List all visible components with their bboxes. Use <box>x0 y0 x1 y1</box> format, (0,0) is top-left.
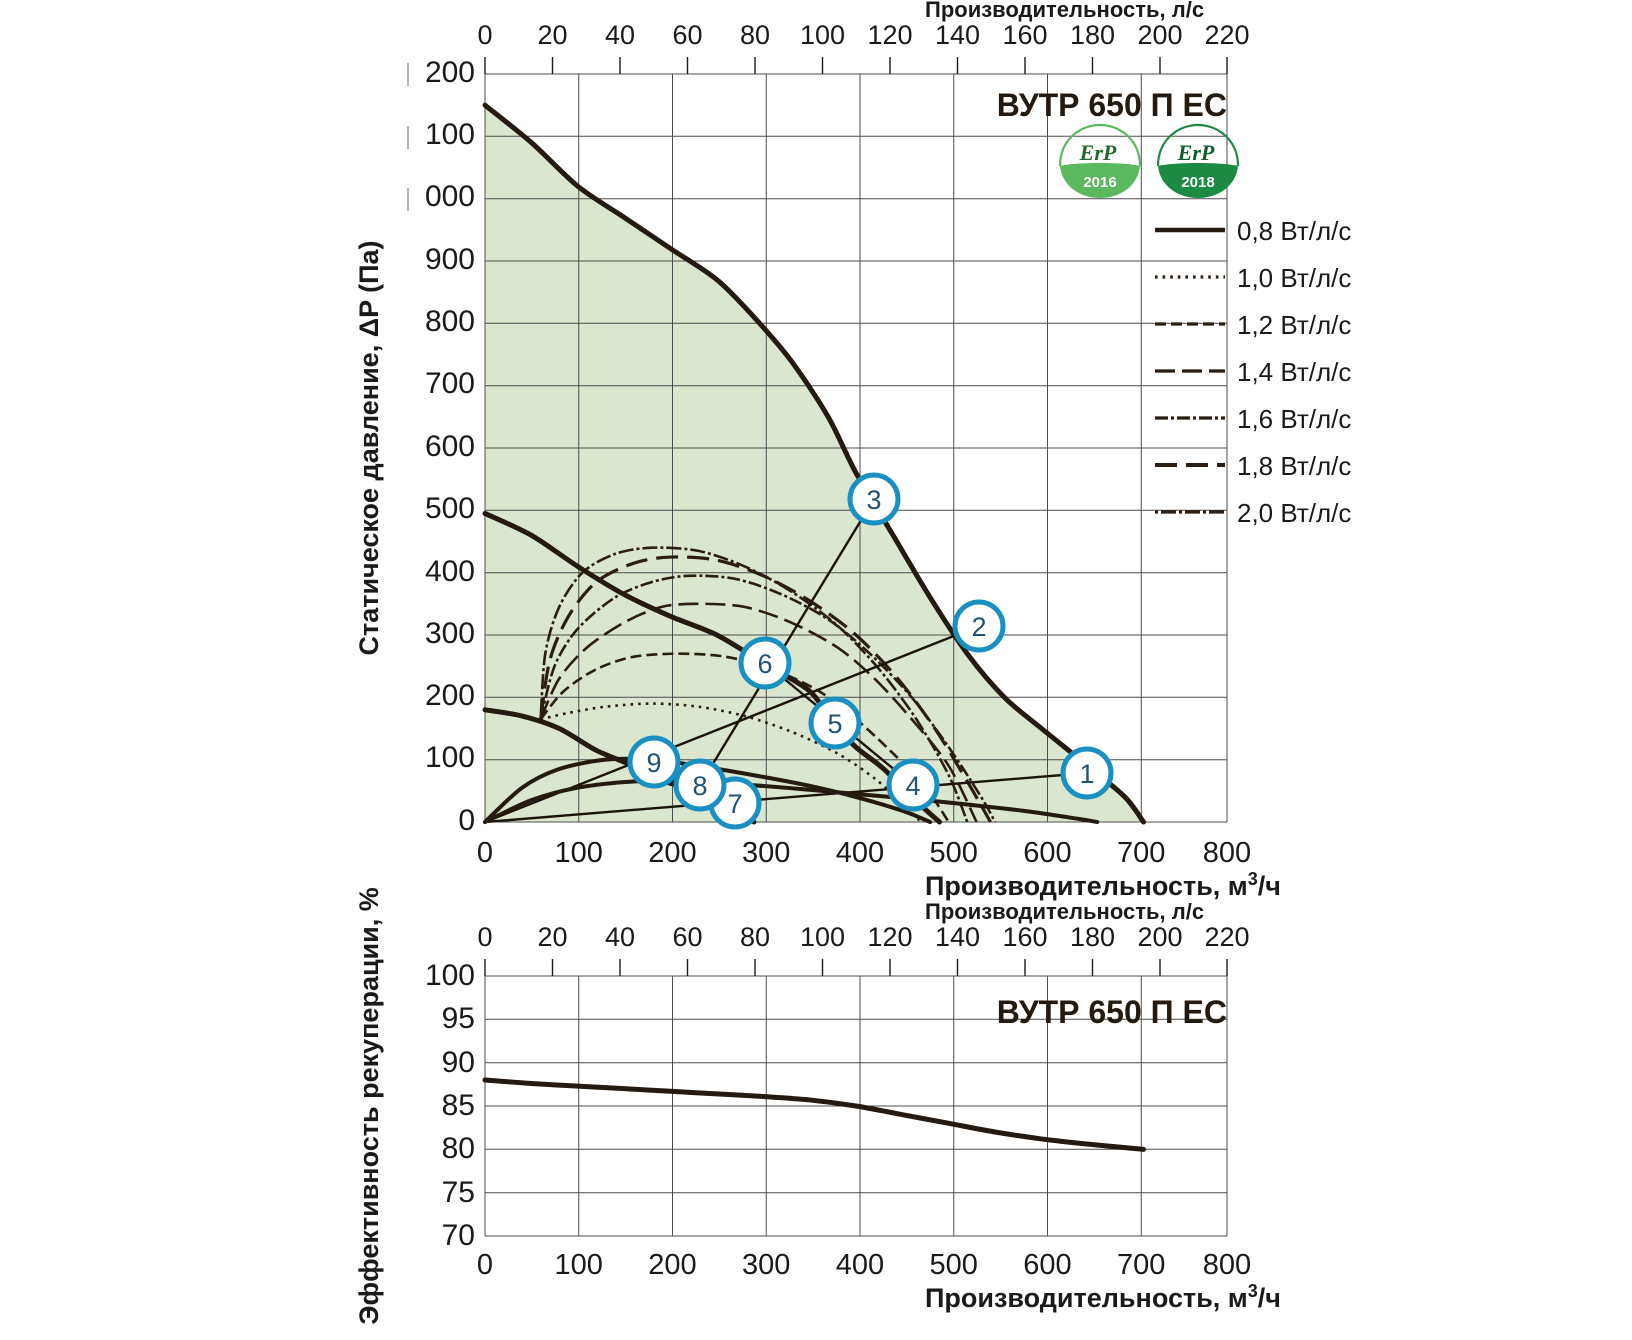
svg-text:000: 000 <box>425 180 475 213</box>
svg-text:1,2 Вт/л/с: 1,2 Вт/л/с <box>1237 310 1351 340</box>
svg-text:120: 120 <box>867 922 912 952</box>
svg-text:8: 8 <box>692 771 707 801</box>
svg-text:85: 85 <box>442 1089 475 1122</box>
svg-text:20: 20 <box>537 20 567 50</box>
svg-text:5: 5 <box>827 709 842 739</box>
svg-text:600: 600 <box>1023 1249 1071 1281</box>
svg-text:60: 60 <box>672 20 702 50</box>
svg-text:Производительность, л/с: Производительность, л/с <box>925 899 1204 924</box>
svg-text:160: 160 <box>1002 20 1047 50</box>
svg-text:1: 1 <box>1079 759 1094 789</box>
svg-text:200: 200 <box>648 1249 696 1281</box>
svg-text:600: 600 <box>425 430 475 463</box>
svg-text:Производительность, м3/ч: Производительность, м3/ч <box>925 1281 1281 1313</box>
svg-text:100: 100 <box>425 118 475 151</box>
svg-text:ErP: ErP <box>1177 140 1215 165</box>
svg-text:200: 200 <box>648 837 696 869</box>
svg-text:100: 100 <box>425 959 475 992</box>
svg-text:20: 20 <box>537 922 567 952</box>
svg-text:220: 220 <box>1204 20 1249 50</box>
svg-text:180: 180 <box>1070 922 1115 952</box>
svg-text:500: 500 <box>930 837 978 869</box>
svg-text:7: 7 <box>727 789 742 819</box>
svg-text:100: 100 <box>800 20 845 50</box>
svg-text:100: 100 <box>800 922 845 952</box>
svg-text:1,6 Вт/л/с: 1,6 Вт/л/с <box>1237 404 1351 434</box>
svg-text:100: 100 <box>555 1249 603 1281</box>
svg-text:300: 300 <box>742 1249 790 1281</box>
svg-text:200: 200 <box>1137 922 1182 952</box>
svg-text:180: 180 <box>1070 20 1115 50</box>
svg-text:0: 0 <box>477 922 492 952</box>
svg-text:400: 400 <box>836 837 884 869</box>
svg-text:2018: 2018 <box>1181 174 1214 191</box>
svg-text:80: 80 <box>442 1132 475 1165</box>
svg-text:0: 0 <box>477 1249 493 1281</box>
svg-text:140: 140 <box>935 922 980 952</box>
svg-text:Эффективность рекуперации, %: Эффективность рекуперации, % <box>354 887 384 1325</box>
svg-text:0: 0 <box>458 804 475 837</box>
svg-text:40: 40 <box>605 20 635 50</box>
svg-text:0: 0 <box>477 20 492 50</box>
svg-text:220: 220 <box>1204 922 1249 952</box>
svg-text:ВУТР 650 П ЕС: ВУТР 650 П ЕС <box>997 994 1227 1030</box>
svg-text:3: 3 <box>866 485 881 515</box>
svg-text:2016: 2016 <box>1083 174 1116 191</box>
svg-text:40: 40 <box>605 922 635 952</box>
svg-text:1,4 Вт/л/с: 1,4 Вт/л/с <box>1237 357 1351 387</box>
svg-text:70: 70 <box>442 1219 475 1252</box>
svg-text:500: 500 <box>425 492 475 525</box>
svg-text:120: 120 <box>867 20 912 50</box>
svg-text:0,8 Вт/л/с: 0,8 Вт/л/с <box>1237 216 1351 246</box>
svg-text:800: 800 <box>1203 837 1251 869</box>
svg-text:80: 80 <box>740 922 770 952</box>
svg-text:ВУТР 650 П ЕС: ВУТР 650 П ЕС <box>997 87 1227 123</box>
svg-text:60: 60 <box>672 922 702 952</box>
svg-text:75: 75 <box>442 1176 475 1209</box>
svg-text:200: 200 <box>425 679 475 712</box>
svg-text:100: 100 <box>555 837 603 869</box>
svg-text:95: 95 <box>442 1002 475 1035</box>
svg-text:Производительность, л/с: Производительность, л/с <box>925 0 1204 22</box>
svg-text:800: 800 <box>425 305 475 338</box>
svg-text:9: 9 <box>646 748 661 778</box>
svg-text:Производительность, м3/ч: Производительность, м3/ч <box>925 869 1281 901</box>
svg-text:1,0 Вт/л/с: 1,0 Вт/л/с <box>1237 263 1351 293</box>
svg-text:160: 160 <box>1002 922 1047 952</box>
svg-text:700: 700 <box>1117 1249 1165 1281</box>
svg-text:ErP: ErP <box>1079 140 1117 165</box>
svg-text:300: 300 <box>742 837 790 869</box>
svg-text:400: 400 <box>836 1249 884 1281</box>
svg-text:500: 500 <box>930 1249 978 1281</box>
svg-text:2,0 Вт/л/с: 2,0 Вт/л/с <box>1237 498 1351 528</box>
svg-text:400: 400 <box>425 555 475 588</box>
svg-text:80: 80 <box>740 20 770 50</box>
svg-text:2: 2 <box>971 612 986 642</box>
svg-text:4: 4 <box>905 771 920 801</box>
svg-text:200: 200 <box>1137 20 1182 50</box>
svg-text:800: 800 <box>1203 1249 1251 1281</box>
svg-text:300: 300 <box>425 617 475 650</box>
svg-text:900: 900 <box>425 243 475 276</box>
svg-text:140: 140 <box>935 20 980 50</box>
svg-text:0: 0 <box>477 837 493 869</box>
svg-text:100: 100 <box>425 741 475 774</box>
svg-text:Статическое давление, ΔP (Па): Статическое давление, ΔP (Па) <box>354 240 384 655</box>
svg-text:90: 90 <box>442 1046 475 1079</box>
svg-text:1,8 Вт/л/с: 1,8 Вт/л/с <box>1237 451 1351 481</box>
svg-text:200: 200 <box>425 56 475 89</box>
svg-text:700: 700 <box>1117 837 1165 869</box>
svg-text:600: 600 <box>1023 837 1071 869</box>
svg-text:700: 700 <box>425 367 475 400</box>
svg-text:6: 6 <box>757 649 772 679</box>
